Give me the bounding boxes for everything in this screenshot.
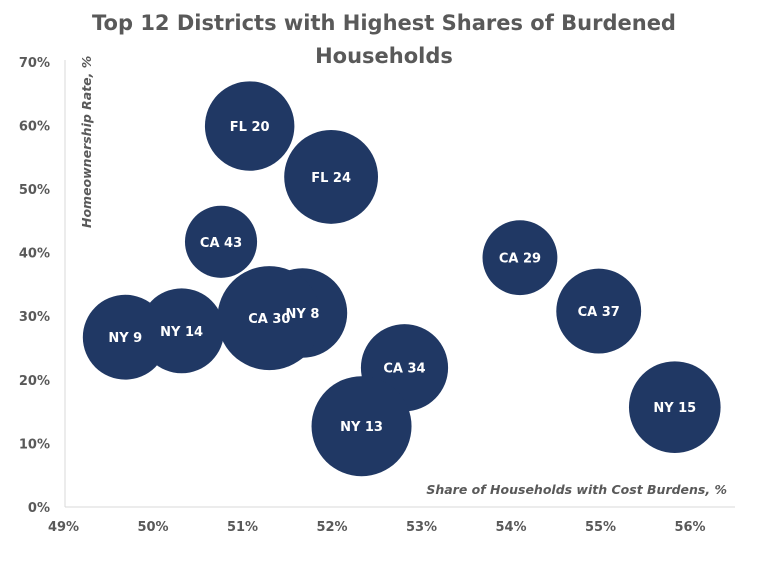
bubble-label: CA 34 [383,362,425,377]
bubble-label: CA 29 [499,252,541,267]
bubble-fl-24 [284,130,379,224]
bubble-ny-15 [628,361,721,453]
y-tick-label: 60% [19,119,50,134]
x-axis-label: Share of Households with Cost Burdens, % [426,482,727,497]
y-tick-label: 0% [28,501,50,516]
y-tick-label: 70% [19,56,50,71]
x-tick-label: 56% [674,520,705,535]
x-tick-label: 53% [406,520,437,535]
bubble-ca-37 [556,268,642,354]
bubble-label: NY 13 [340,420,383,435]
bubble-label: NY 15 [653,401,696,416]
y-tick-label: 40% [19,247,50,262]
x-tick-label: 49% [48,520,79,535]
bubble-ca-30 [217,266,322,371]
bubble-label: CA 30 [248,312,290,327]
bubble-label: NY 9 [108,331,142,346]
x-tick-label: 50% [137,520,168,535]
x-tick-label: 52% [316,520,347,535]
y-tick-label: 10% [19,437,50,452]
y-tick-label: 50% [19,183,50,198]
chart-title-line-1: Top 12 Districts with Highest Shares of … [92,11,676,35]
bubble-label: FL 24 [311,171,351,186]
bubble-label: NY 14 [160,325,203,340]
bubble-ny-14 [139,288,225,374]
bubble-label: NY 8 [286,307,320,322]
x-tick-label: 54% [495,520,526,535]
chart-title-line-2: Households [315,44,453,68]
y-tick-label: 20% [19,374,50,389]
bubble-label: CA 37 [578,305,620,320]
bubble-fl-20 [204,81,295,171]
y-tick-label: 30% [19,310,50,325]
bubble-ca-29 [482,220,558,296]
bubble-label: CA 43 [200,236,242,251]
bubble-label: FL 20 [230,120,270,135]
bubble-ny-13 [311,376,412,477]
y-axis-label: Homeownership Rate, % [79,56,94,228]
bubble-ca-43 [184,205,258,278]
x-tick-label: 51% [227,520,258,535]
x-tick-label: 55% [585,520,616,535]
